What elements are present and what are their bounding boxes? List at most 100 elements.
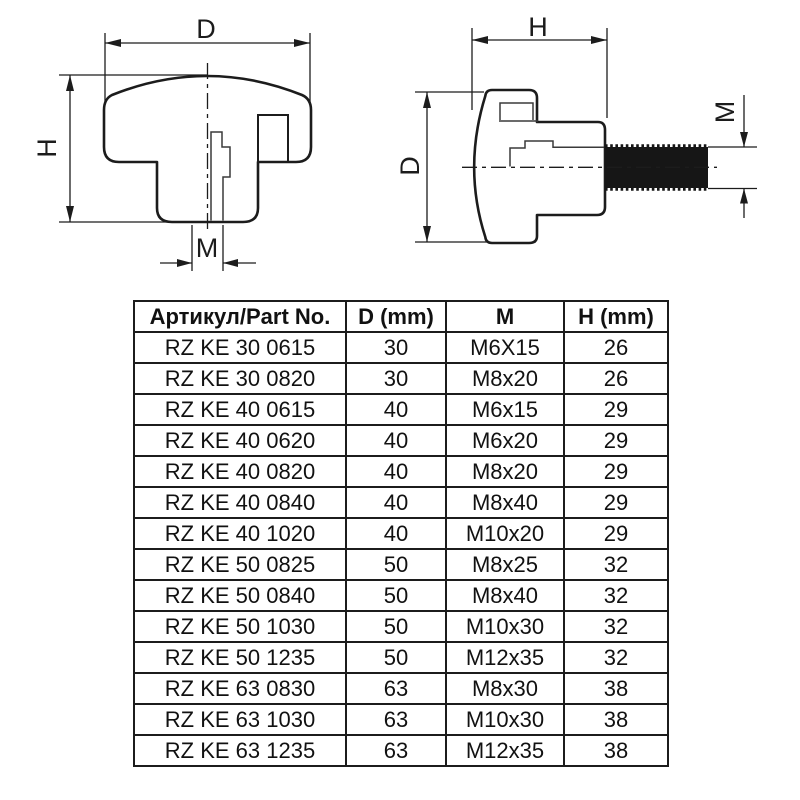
table-cell: RZ KE 40 0820 (133, 455, 347, 488)
table-row: RZ KE 40 0840 40 M8x40 29 (133, 486, 669, 519)
table-row: RZ KE 63 1030 63 M10x30 38 (133, 703, 669, 736)
arrowhead-icon (223, 259, 238, 267)
table-cell: 29 (563, 455, 669, 488)
table-cell: 40 (345, 455, 447, 488)
table-cell: 38 (563, 672, 669, 705)
table-cell: M6x20 (445, 424, 565, 457)
side-insert-lines (509, 140, 604, 167)
arrowhead-icon (740, 132, 748, 147)
table-row: RZ KE 50 1030 50 M10x30 32 (133, 610, 669, 643)
arrowhead-icon (66, 75, 74, 91)
table-cell: 32 (563, 579, 669, 612)
table-row: RZ KE 40 0820 40 M8x20 29 (133, 455, 669, 488)
table-cell: RZ KE 40 0620 (133, 424, 347, 457)
table-cell: 40 (345, 393, 447, 426)
table-cell: RZ KE 30 0615 (133, 331, 347, 364)
table-cell: 50 (345, 579, 447, 612)
table-cell: RZ KE 40 1020 (133, 517, 347, 550)
table-cell: M6x15 (445, 393, 565, 426)
table-cell: 50 (345, 548, 447, 581)
table-cell: M8x40 (445, 579, 565, 612)
side-height-label: H (528, 12, 548, 42)
col-header-m: M (445, 300, 565, 333)
arrowhead-icon (66, 206, 74, 222)
table-cell: M8x40 (445, 486, 565, 519)
front-thread-label: M (196, 233, 219, 263)
front-dim-d: D (104, 14, 311, 108)
parts-table: Артикул/Part No. D (mm) M H (mm) RZ KE 3… (133, 300, 669, 767)
table-cell: RZ KE 50 1030 (133, 610, 347, 643)
arrowhead-icon (423, 226, 431, 242)
table-cell: M10x20 (445, 517, 565, 550)
table-cell: 29 (563, 486, 669, 519)
knob-side-outline (472, 88, 607, 245)
col-header-h: H (mm) (563, 300, 669, 333)
table-row: RZ KE 63 0830 63 M8x30 38 (133, 672, 669, 705)
table-cell: 40 (345, 424, 447, 457)
table-row: RZ KE 50 0825 50 M8x25 32 (133, 548, 669, 581)
knob-front-outline (102, 74, 313, 224)
table-cell: M10x30 (445, 610, 565, 643)
table-cell: M12x35 (445, 734, 565, 767)
col-header-part-no: Артикул/Part No. (133, 300, 347, 333)
table-cell: 30 (345, 362, 447, 395)
table-cell: 32 (563, 610, 669, 643)
table-cell: M12x35 (445, 641, 565, 674)
front-view: D H (32, 14, 313, 271)
table-row: RZ KE 63 1235 63 M12x35 38 (133, 734, 669, 767)
arrowhead-icon (294, 39, 310, 47)
table-row: RZ KE 50 0840 50 M8x40 32 (133, 579, 669, 612)
table-cell: 63 (345, 703, 447, 736)
table-cell: 40 (345, 517, 447, 550)
table-row: RZ KE 30 0615 30 M6X15 26 (133, 331, 669, 364)
table-cell: RZ KE 63 0830 (133, 672, 347, 705)
table-cell: M6X15 (445, 331, 565, 364)
table-cell: M8x30 (445, 672, 565, 705)
col-header-d: D (mm) (345, 300, 447, 333)
arrowhead-icon (105, 39, 121, 47)
side-thread-label: M (710, 101, 740, 124)
knob-front-notch (257, 114, 289, 161)
arrowhead-icon (472, 36, 488, 44)
table-cell: 40 (345, 486, 447, 519)
arrowhead-icon (740, 188, 748, 204)
table-cell: 29 (563, 393, 669, 426)
front-height-label: H (32, 138, 62, 158)
front-dim-m: M (160, 225, 256, 271)
table-cell: RZ KE 40 0615 (133, 393, 347, 426)
table-row: RZ KE 40 1020 40 M10x20 29 (133, 517, 669, 550)
table-cell: RZ KE 63 1030 (133, 703, 347, 736)
front-insert-lines (210, 131, 231, 221)
table-row: RZ KE 40 0620 40 M6x20 29 (133, 424, 669, 457)
table-cell: 32 (563, 641, 669, 674)
table-cell: M8x20 (445, 362, 565, 395)
table-cell: RZ KE 50 0825 (133, 548, 347, 581)
arrowhead-icon (177, 259, 192, 267)
table-cell: 38 (563, 703, 669, 736)
side-dim-h: H (471, 12, 608, 118)
table-cell: M8x20 (445, 455, 565, 488)
table-header-row: Артикул/Part No. D (mm) M H (mm) (133, 300, 669, 333)
technical-drawing: D H (32, 12, 757, 271)
table-row: RZ KE 30 0820 30 M8x20 26 (133, 362, 669, 395)
side-diameter-label: D (395, 156, 425, 176)
table-cell: RZ KE 50 1235 (133, 641, 347, 674)
front-diameter-label: D (196, 14, 216, 44)
arrowhead-icon (591, 36, 607, 44)
side-view: H D (395, 12, 757, 245)
table-cell: 63 (345, 672, 447, 705)
table-cell: 38 (563, 734, 669, 767)
parts-table-body: RZ KE 30 0615 30 M6X15 26 RZ KE 30 0820 30 M8x… (133, 331, 669, 767)
table-cell: 30 (345, 331, 447, 364)
side-notch-lines (499, 102, 534, 120)
table-cell: RZ KE 50 0840 (133, 579, 347, 612)
table-cell: 50 (345, 610, 447, 643)
table-row: RZ KE 40 0615 40 M6x15 29 (133, 393, 669, 426)
table-cell: 50 (345, 641, 447, 674)
table-cell: 63 (345, 734, 447, 767)
table-cell: 32 (563, 548, 669, 581)
table-row: RZ KE 50 1235 50 M12x35 32 (133, 641, 669, 674)
table-cell: 29 (563, 517, 669, 550)
side-dim-m: M (708, 95, 757, 218)
